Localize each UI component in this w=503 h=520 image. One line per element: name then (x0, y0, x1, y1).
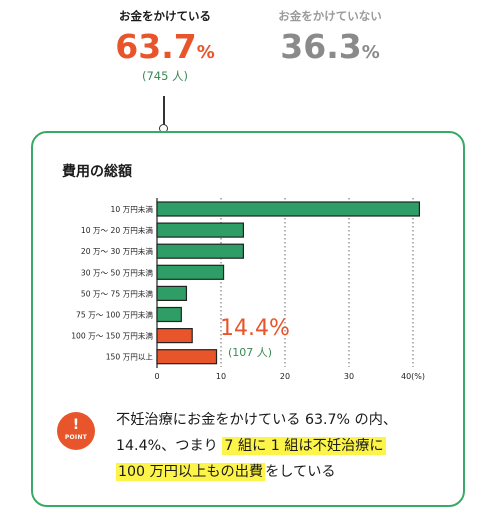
bar-layer (156, 201, 420, 365)
x-tick-label-20: 20 (280, 372, 290, 381)
bar-6 (156, 328, 193, 344)
bar-4 (156, 285, 188, 301)
summary-text: 不妊治療にお金をかけている 63.7% の内、 14.4%、つまり 7 組に 1 … (116, 407, 456, 485)
x-tick-layer: 0 10 20 30 40(%) (154, 372, 425, 381)
callout: 14.4% (107 人) (220, 318, 290, 360)
panel-title: 費用の総額 (62, 164, 132, 180)
category-label-layer: 10 万円未満 10 万～ 20 万円未満 20 万～ 30 万円未満 30 万～ 5… (71, 204, 153, 362)
category-label-3: 30 万～ 50 万円未満 (81, 267, 154, 277)
bar-5 (156, 306, 182, 323)
summary-part1: 不妊治療にお金をかけている 63.7% の内、 (116, 412, 398, 428)
x-tick-label-30: 30 (344, 372, 354, 381)
summary-highlight2: 100 万円以上もの出費 (116, 463, 266, 481)
stat-spending: お金をかけている 63.7% (745 人) (100, 8, 230, 84)
stat-not-spending-number: 36.3 (280, 27, 362, 66)
connector-line (163, 96, 165, 128)
stat-not-spending-unit: % (361, 42, 380, 63)
stat-spending-label: お金をかけている (119, 9, 211, 23)
callout-count: (107 人) (228, 346, 273, 359)
category-label-6: 100 万～ 150 万円未満 (71, 331, 153, 341)
bar-3 (156, 264, 225, 280)
x-tick-label-0: 0 (154, 372, 159, 381)
point-badge-word: POINT (64, 434, 88, 441)
category-label-4: 50 万～ 75 万円未満 (81, 288, 154, 298)
summary-highlight1: 7 組に 1 組は不妊治療に (222, 437, 386, 455)
summary-part2: 14.4%、つまり (116, 438, 223, 454)
category-label-5: 75 万～ 100 万円未満 (76, 310, 153, 320)
bar-7 (156, 349, 218, 365)
x-tick-label-10: 10 (216, 372, 226, 381)
exclamation-icon: ! (72, 417, 80, 433)
category-label-7: 150 万円以上 (106, 353, 154, 362)
stat-not-spending-value: 36.3% (265, 30, 395, 63)
bar-2 (156, 243, 245, 259)
bar-0 (156, 201, 420, 217)
stat-spending-count: (745 人) (141, 69, 189, 83)
bar-1 (156, 222, 245, 238)
point-badge: ! POINT (57, 412, 95, 450)
stat-not-spending: お金をかけていない 36.3% (265, 8, 395, 63)
callout-percent: 14.4% (220, 316, 290, 341)
category-label-2: 20 万～ 30 万円未満 (81, 246, 154, 256)
summary-part3: をしている (265, 464, 336, 480)
stat-spending-value: 63.7% (100, 30, 230, 63)
x-tick-label-40: 40(%) (401, 372, 425, 381)
stat-spending-number: 63.7 (115, 27, 197, 66)
category-label-1: 10 万～ 20 万円未満 (81, 225, 154, 235)
stat-spending-unit: % (196, 42, 215, 63)
stat-not-spending-label: お金をかけていない (278, 9, 382, 23)
category-label-0: 10 万円未満 (111, 204, 154, 214)
